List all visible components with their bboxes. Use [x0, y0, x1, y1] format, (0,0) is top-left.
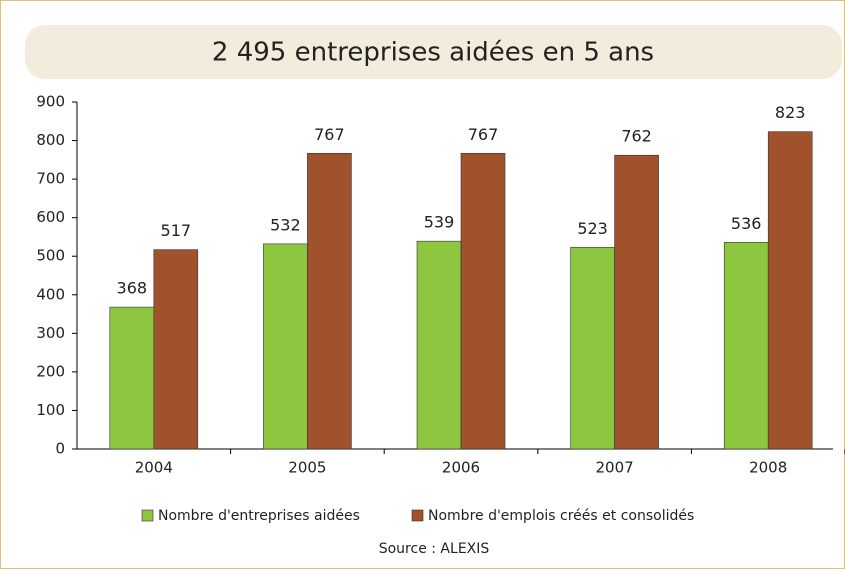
legend-label: Nombre d'entreprises aidées — [158, 508, 360, 524]
bar — [614, 154, 659, 450]
value-label: 823 — [775, 103, 806, 122]
x-tick-label: 2007 — [596, 459, 634, 477]
value-label: 767 — [468, 125, 499, 144]
bar — [416, 240, 462, 450]
value-label: 523 — [577, 219, 608, 238]
y-tick-label: 300 — [36, 324, 65, 342]
x-tick-label: 2006 — [442, 459, 480, 477]
y-tick-label: 600 — [36, 208, 65, 226]
legend-swatch — [411, 509, 424, 522]
y-tick-label: 0 — [55, 440, 65, 458]
bar — [263, 243, 308, 450]
y-tick-label: 500 — [36, 247, 65, 265]
value-label: 762 — [621, 127, 652, 146]
bar — [723, 242, 769, 450]
x-tick-label: 2005 — [288, 459, 326, 477]
value-label: 368 — [117, 279, 148, 298]
y-tick-label: 800 — [36, 131, 65, 149]
y-tick-label: 700 — [36, 170, 65, 188]
y-tick-label: 100 — [36, 401, 65, 419]
y-tick-label: 400 — [36, 285, 65, 303]
value-label: 536 — [731, 214, 762, 233]
source: Source : ALEXIS — [379, 541, 490, 557]
bar — [767, 131, 813, 450]
x-tick-label: 2008 — [749, 459, 787, 477]
bar — [307, 152, 352, 450]
bar — [570, 247, 615, 450]
title-box — [25, 25, 842, 79]
x-tick-label: 2004 — [135, 459, 173, 477]
value-label: 767 — [314, 125, 345, 144]
bar — [109, 306, 155, 450]
y-tick-label: 900 — [36, 93, 65, 111]
bar — [153, 249, 199, 450]
chart-title: 2 495 entreprises aidées en 5 ans — [212, 38, 654, 68]
value-label: 517 — [161, 221, 192, 240]
value-label: 539 — [424, 213, 455, 232]
legend-label: Nombre d'emplois créés et consolidés — [428, 508, 694, 524]
y-tick-label: 200 — [36, 362, 65, 380]
bar — [460, 152, 506, 450]
legend-swatch — [141, 509, 154, 522]
value-label: 532 — [270, 215, 301, 234]
